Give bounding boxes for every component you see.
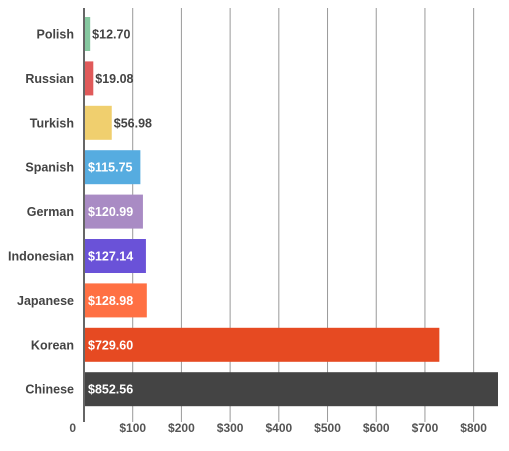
data-label: $852.56 (88, 383, 133, 397)
data-label: $19.08 (95, 72, 133, 86)
data-label: $115.75 (88, 161, 133, 175)
data-label: $729.60 (88, 338, 133, 352)
x-tick-label: $100 (119, 421, 146, 435)
bar-polish (85, 17, 91, 51)
bar-russian (85, 61, 94, 96)
data-label: $12.70 (92, 28, 130, 42)
bar-indonesian (85, 239, 146, 273)
category-label: Turkish (30, 116, 74, 130)
data-label: $127.14 (88, 250, 133, 264)
data-label: $56.98 (114, 116, 152, 130)
x-tick-label: $500 (314, 421, 341, 435)
bar-chinese (85, 372, 498, 407)
x-tick-label: $600 (363, 421, 390, 435)
bar-german (85, 194, 143, 229)
category-labels: Polish Russian Turkish Spanish German Indones… (8, 28, 74, 397)
bars (85, 17, 498, 407)
data-label: $120.99 (88, 205, 133, 219)
bar-japanese (85, 283, 147, 318)
x-tick-label: $300 (217, 421, 244, 435)
category-label: German (27, 205, 74, 219)
category-label: Japanese (17, 294, 74, 308)
category-label: Indonesian (8, 250, 74, 264)
x-tick-label: $200 (168, 421, 195, 435)
data-label: $128.98 (88, 294, 133, 308)
x-tick-label: 0 (69, 421, 76, 435)
x-axis-tick-labels: 0 $100 $200 $300 $400 $500 $600 $700 $800 (69, 421, 487, 435)
category-label: Polish (36, 28, 74, 42)
category-label: Russian (25, 72, 74, 86)
data-labels: $12.70 $19.08 $56.98 $115.75 $120.99 $127.14 $… (88, 28, 152, 397)
x-tick-label: $800 (460, 421, 487, 435)
bar-spanish (85, 150, 141, 185)
gridlines (132, 8, 475, 422)
category-label: Spanish (25, 161, 74, 175)
x-tick-label: $700 (412, 421, 439, 435)
bar-korean (85, 327, 440, 362)
category-label: Korean (31, 338, 74, 352)
bar-turkish (85, 105, 112, 140)
x-tick-label: $400 (265, 421, 292, 435)
category-label: Chinese (25, 383, 74, 397)
